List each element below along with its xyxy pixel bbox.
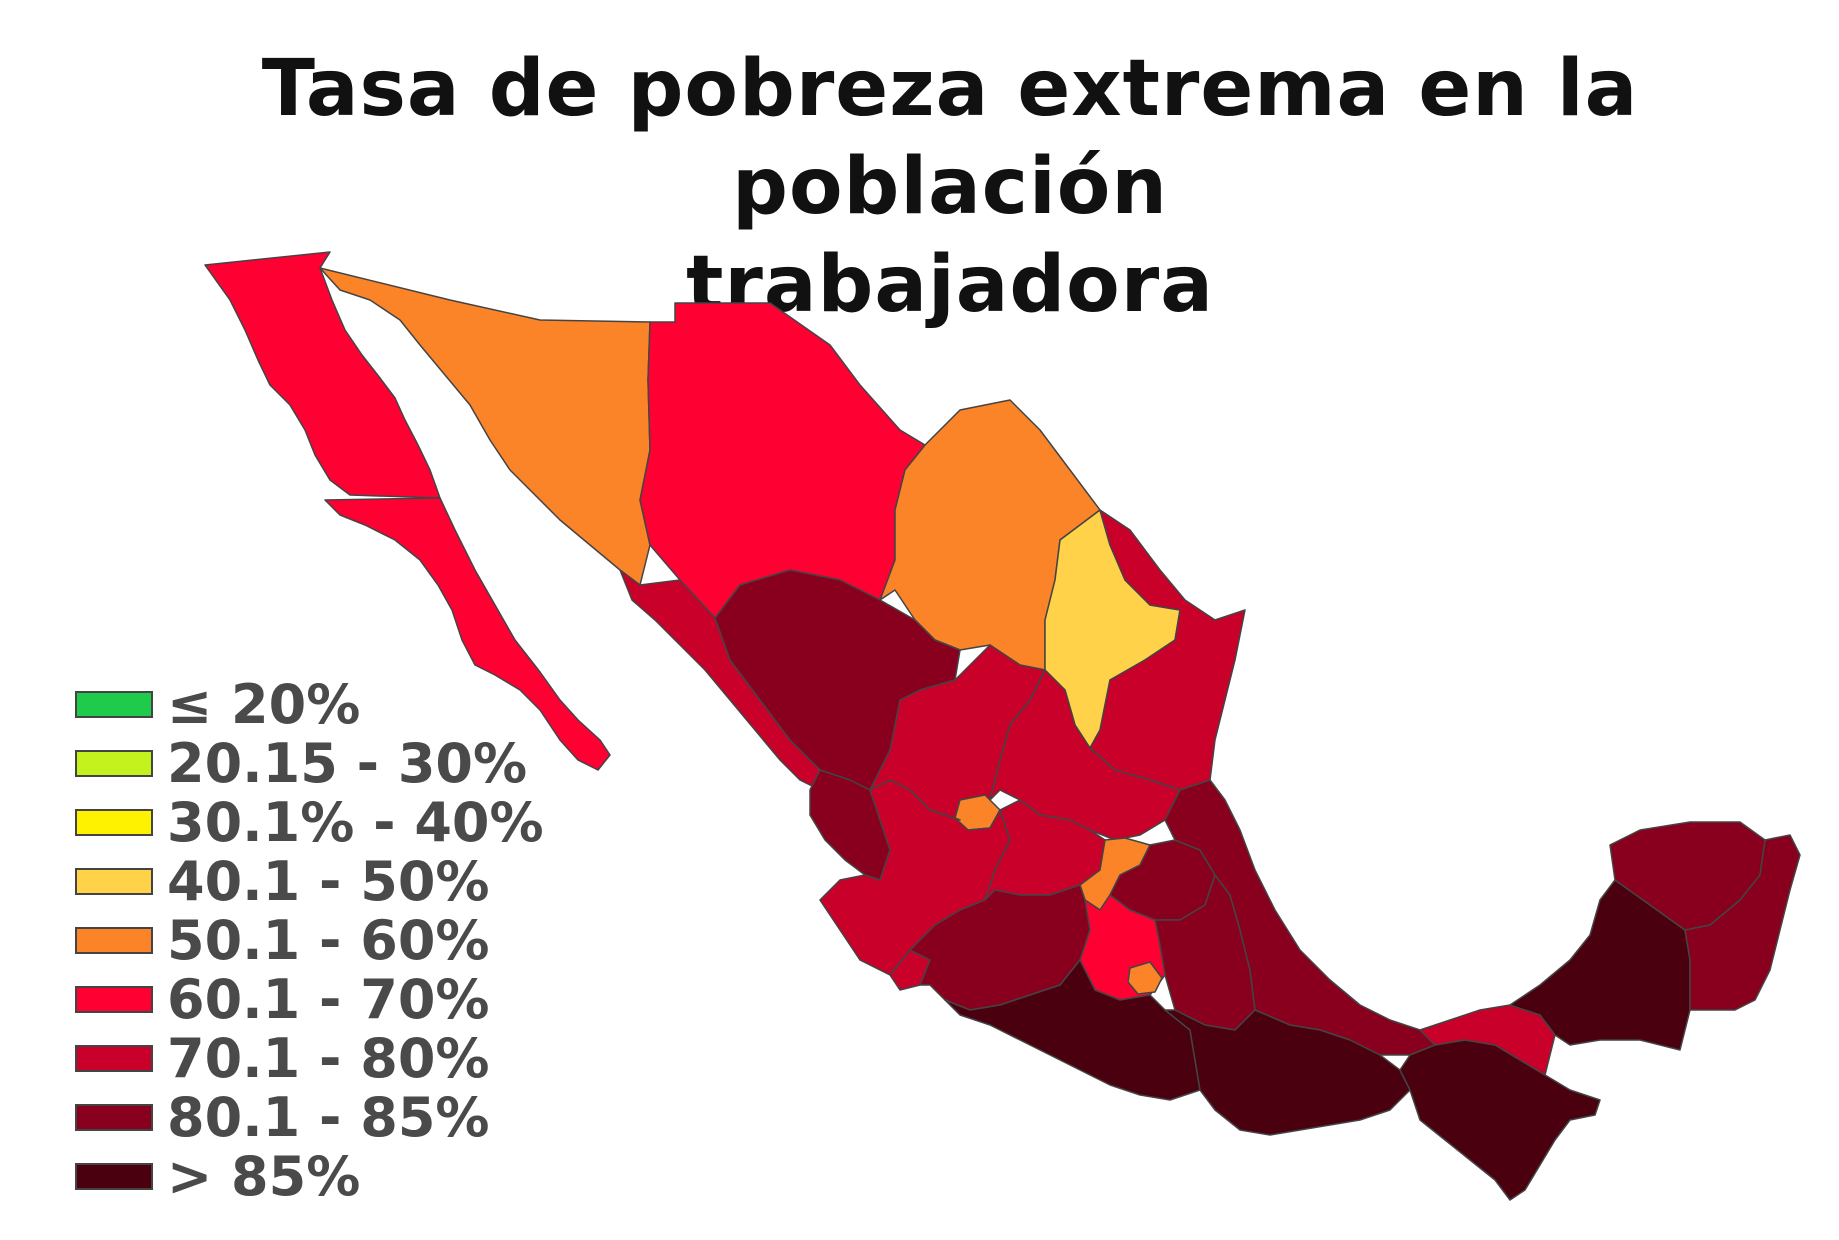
legend-item: 30.1% - 40%: [75, 793, 544, 852]
region-baja-california: [204, 251, 441, 499]
legend-item: 70.1 - 80%: [75, 1029, 544, 1088]
legend-swatch: [75, 1104, 153, 1131]
legend-label: 20.15 - 30%: [167, 732, 528, 795]
legend-item: 80.1 - 85%: [75, 1088, 544, 1147]
map-title-line-1: Tasa de pobreza extrema en la población: [261, 44, 1639, 232]
legend-swatch: [75, 986, 153, 1013]
legend-swatch: [75, 1045, 153, 1072]
legend-item: ≤ 20%: [75, 675, 544, 734]
map-title: Tasa de pobreza extrema en la población …: [180, 40, 1720, 334]
legend-label: 70.1 - 80%: [167, 1027, 490, 1090]
region-tabasco: [1419, 1004, 1556, 1076]
legend-label: > 85%: [167, 1145, 361, 1208]
legend-swatch: [75, 809, 153, 836]
legend-label: 60.1 - 70%: [167, 968, 490, 1031]
legend-label: 40.1 - 50%: [167, 850, 490, 913]
region-quintana-roo: [1684, 834, 1801, 1011]
legend-swatch: [75, 750, 153, 777]
legend-item: 50.1 - 60%: [75, 911, 544, 970]
legend-item: 60.1 - 70%: [75, 970, 544, 1029]
legend-label: 80.1 - 85%: [167, 1086, 490, 1149]
legend-swatch: [75, 1163, 153, 1190]
region-ciudad-de-mexico: [1127, 961, 1163, 995]
region-chiapas: [1399, 1039, 1601, 1201]
legend-label: 30.1% - 40%: [167, 791, 544, 854]
map-legend: ≤ 20% 20.15 - 30% 30.1% - 40% 40.1 - 50% 50.…: [75, 675, 544, 1206]
region-san-luis-potosi: [989, 669, 1181, 841]
region-baja-california-sur: [324, 497, 611, 771]
legend-swatch: [75, 691, 153, 718]
region-chihuahua: [639, 302, 926, 619]
legend-swatch: [75, 868, 153, 895]
legend-label: ≤ 20%: [167, 673, 361, 736]
legend-item: 40.1 - 50%: [75, 852, 544, 911]
region-sinaloa: [619, 569, 821, 791]
legend-item: > 85%: [75, 1147, 544, 1206]
legend-item: 20.15 - 30%: [75, 734, 544, 793]
legend-swatch: [75, 927, 153, 954]
region-oaxaca: [1164, 1009, 1411, 1136]
legend-label: 50.1 - 60%: [167, 909, 490, 972]
